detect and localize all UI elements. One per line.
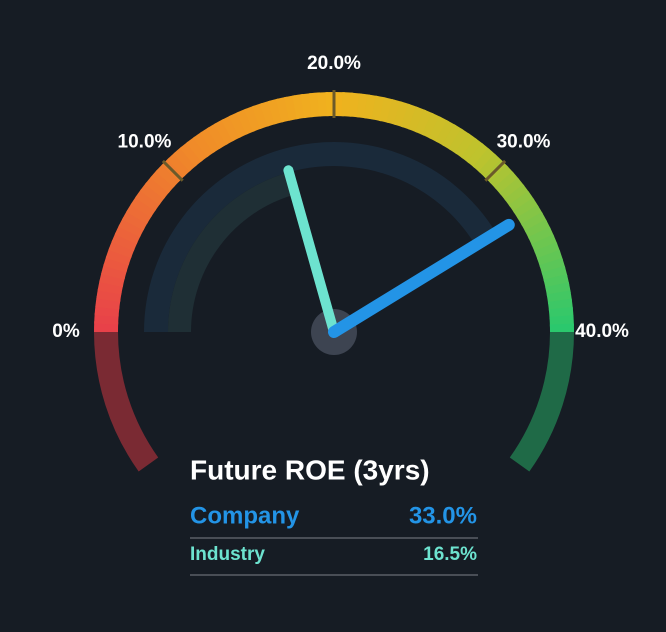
gauge-band	[139, 182, 166, 206]
tick-label: 0%	[52, 321, 80, 342]
gauge-band	[186, 136, 209, 162]
gauge-band	[167, 151, 192, 177]
tick-label: 20.0%	[307, 53, 361, 74]
gauge-band	[214, 118, 235, 145]
gauge-band	[135, 188, 161, 212]
gauge-band	[371, 95, 387, 122]
gauge: 0% 10.0% 20.0% 30.0% 40.0%	[52, 53, 629, 472]
gauge-band	[192, 131, 216, 158]
gauge-band	[130, 195, 157, 218]
tick-label: 40.0%	[575, 321, 629, 342]
gauge-band	[244, 105, 263, 132]
gauge-band	[454, 133, 478, 159]
gauge-band	[528, 226, 555, 247]
value-arc	[168, 172, 296, 332]
gauge-extension	[509, 332, 574, 472]
tick-mark	[161, 159, 184, 182]
value-label: 16.5%	[423, 544, 477, 565]
gauge-band	[531, 234, 558, 254]
gauge-band	[118, 217, 145, 238]
tick-mark	[484, 159, 507, 182]
gauge-extension	[94, 332, 159, 472]
gauge-band	[99, 271, 125, 288]
gauge-band	[539, 257, 566, 275]
gauge-band	[524, 219, 551, 240]
gauge-band	[508, 190, 535, 214]
value-arc	[144, 142, 497, 332]
gauge-band	[259, 100, 277, 127]
value-label: 33.0%	[409, 502, 477, 529]
gauge-band	[442, 124, 464, 151]
gauge-band	[221, 115, 242, 142]
gauge-band	[517, 204, 544, 226]
gauge-band	[155, 163, 181, 188]
gauge-band	[435, 120, 457, 147]
gauge-band	[144, 175, 170, 200]
gauge-band	[504, 184, 530, 207]
tick-label: 10.0%	[118, 132, 172, 153]
gauge-band	[378, 97, 395, 123]
gauge-band	[460, 137, 484, 164]
gauge-band	[114, 224, 141, 245]
gauge-band	[513, 197, 539, 220]
gauge-band	[521, 212, 548, 233]
gauge-band	[489, 165, 515, 190]
gauge-band	[407, 106, 427, 133]
gauge-band	[173, 146, 197, 172]
gauge-band	[466, 142, 491, 168]
gauge-band	[414, 109, 434, 136]
gauge-band	[111, 232, 138, 252]
gauge-band	[421, 112, 442, 139]
gauge-band	[179, 141, 203, 167]
gauge-band	[499, 177, 525, 201]
gauge-band	[236, 108, 256, 135]
legend-label: Industry	[190, 544, 265, 565]
gauge-band	[101, 263, 128, 280]
gauge-band	[472, 148, 497, 174]
gauge-band	[103, 255, 130, 273]
gauge-band	[549, 323, 574, 332]
gauge-band	[448, 128, 471, 155]
chart-title: Future ROE (3yrs)	[190, 454, 430, 485]
tick-label: 30.0%	[497, 132, 551, 153]
gauge-band	[478, 153, 503, 179]
gauge-band	[494, 171, 520, 195]
gauge-band	[126, 202, 153, 224]
gauge-band	[97, 279, 124, 295]
gauge-band	[105, 247, 132, 266]
gauge-band	[150, 169, 176, 194]
gauge-band	[251, 102, 270, 130]
legend-label: Company	[190, 502, 300, 529]
gauge-band	[393, 101, 411, 128]
gauge-band	[536, 249, 564, 268]
gauge-band	[534, 242, 561, 261]
needle	[328, 218, 515, 338]
gauge-band	[228, 111, 249, 138]
gauge-band	[400, 103, 419, 130]
gauge-band	[122, 209, 149, 231]
gauge-band	[206, 122, 228, 149]
needle	[283, 165, 339, 337]
gauge-band	[386, 99, 403, 126]
gauge-band	[108, 239, 135, 259]
gauge-band	[199, 127, 222, 153]
gauge-band	[428, 116, 449, 143]
